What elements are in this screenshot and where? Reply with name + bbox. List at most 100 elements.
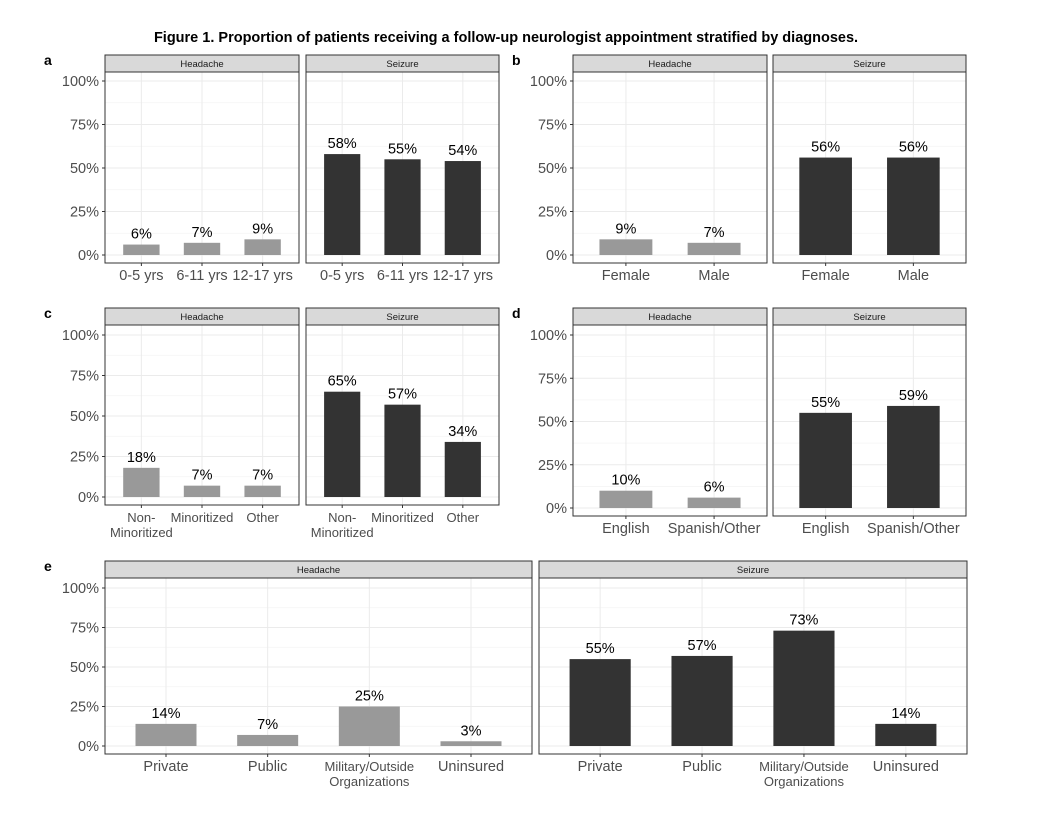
value-label: 6% [704, 480, 725, 496]
y-tick-label: 50% [70, 161, 99, 177]
facet-border [104, 324, 300, 506]
value-label: 7% [252, 468, 273, 484]
bar [887, 405, 940, 508]
x-tick-label: Public [682, 759, 722, 775]
x-tick-label: Uninsured [438, 759, 504, 775]
facet-strip-label: Headache [180, 312, 223, 323]
x-tick-label: Organizations [764, 774, 845, 789]
bar [773, 630, 835, 746]
y-tick-label: 25% [70, 205, 99, 221]
panel-label-d: d [512, 305, 521, 321]
x-tick-label: English [802, 521, 850, 537]
x-tick-label: 12-17 yrs [232, 268, 292, 284]
panel-label-c: c [44, 305, 52, 321]
y-tick-label: 0% [78, 739, 99, 755]
y-tick-label: 75% [70, 118, 99, 134]
bar [237, 734, 299, 746]
figure-title: Figure 1. Proportion of patients receivi… [153, 30, 859, 46]
facet-strip-label: Seizure [386, 312, 418, 323]
y-tick-label: 25% [538, 458, 567, 474]
x-tick-label: Minoritized [371, 510, 434, 525]
y-tick-label: 75% [70, 369, 99, 385]
bar [687, 242, 741, 255]
value-label: 7% [192, 468, 213, 484]
facet-border [305, 324, 500, 506]
value-label: 25% [355, 689, 384, 705]
x-tick-label: Spanish/Other [668, 521, 761, 537]
y-tick-label: 25% [538, 205, 567, 221]
value-label: 7% [257, 717, 278, 733]
bar [599, 490, 653, 508]
bar [123, 467, 160, 497]
x-tick-label: Minoritized [110, 525, 173, 540]
x-tick-label: Uninsured [873, 759, 939, 775]
x-tick-label: Spanish/Other [867, 521, 960, 537]
bar [384, 159, 421, 255]
x-tick-label: 6-11 yrs [176, 268, 227, 284]
value-label: 56% [899, 140, 928, 156]
value-label: 58% [328, 136, 357, 152]
bar [799, 412, 852, 508]
x-tick-label: Minoritized [311, 525, 374, 540]
value-label: 3% [461, 723, 482, 739]
y-tick-label: 25% [70, 700, 99, 716]
x-tick-label: 0-5 yrs [320, 268, 364, 284]
value-label: 56% [811, 140, 840, 156]
x-tick-label: Female [801, 268, 849, 284]
value-label: 7% [704, 225, 725, 241]
bar [244, 239, 281, 255]
y-tick-label: 75% [70, 621, 99, 637]
y-tick-label: 100% [530, 328, 567, 344]
x-tick-label: Male [898, 268, 929, 284]
y-tick-label: 25% [70, 450, 99, 466]
bar [687, 497, 741, 508]
facet-border [104, 577, 533, 755]
y-tick-label: 0% [78, 248, 99, 264]
bar [799, 157, 852, 255]
y-tick-label: 100% [62, 328, 99, 344]
value-label: 65% [328, 374, 357, 390]
x-tick-label: Private [143, 759, 188, 775]
x-tick-label: Military/Outside [325, 759, 415, 774]
y-tick-label: 100% [62, 74, 99, 90]
y-tick-label: 0% [78, 490, 99, 506]
value-label: 55% [388, 141, 417, 157]
bar [444, 441, 481, 497]
bar [444, 161, 481, 255]
bar [440, 741, 502, 746]
bar [135, 723, 197, 746]
value-label: 54% [448, 143, 477, 159]
bar [324, 154, 361, 255]
y-tick-label: 100% [530, 74, 567, 90]
y-tick-label: 0% [546, 248, 567, 264]
y-tick-label: 50% [538, 415, 567, 431]
facet-border [772, 71, 967, 264]
bar [324, 391, 361, 497]
x-tick-label: Public [248, 759, 288, 775]
panel-label-a: a [44, 52, 52, 68]
y-tick-label: 50% [70, 409, 99, 425]
value-label: 57% [388, 387, 417, 403]
value-label: 14% [891, 706, 920, 722]
bar [569, 659, 631, 746]
value-label: 55% [586, 641, 615, 657]
x-tick-label: Male [698, 268, 729, 284]
y-tick-label: 50% [70, 660, 99, 676]
facet-strip-label: Headache [297, 565, 340, 576]
bar [338, 706, 400, 746]
bar [887, 157, 940, 255]
value-label: 59% [899, 388, 928, 404]
facet-strip-label: Seizure [853, 59, 885, 70]
x-tick-label: Military/Outside [759, 759, 849, 774]
bar [875, 723, 937, 746]
bar [599, 239, 653, 255]
facet-strip-label: Headache [180, 59, 223, 70]
x-tick-label: Non- [127, 510, 155, 525]
x-tick-label: Other [447, 510, 480, 525]
bar [183, 485, 221, 497]
bar [244, 485, 281, 497]
y-tick-label: 50% [538, 161, 567, 177]
x-tick-label: Other [246, 510, 279, 525]
facet-plot-area [573, 325, 767, 516]
